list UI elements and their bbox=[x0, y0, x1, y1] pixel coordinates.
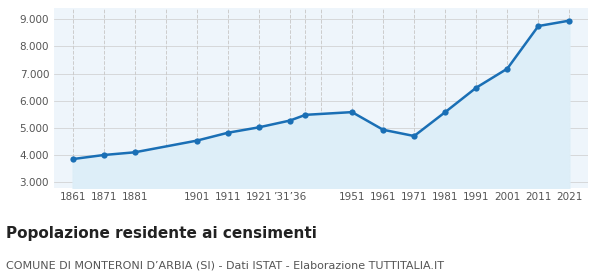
Text: Popolazione residente ai censimenti: Popolazione residente ai censimenti bbox=[6, 226, 317, 241]
Text: COMUNE DI MONTERONI D’ARBIA (SI) - Dati ISTAT - Elaborazione TUTTITALIA.IT: COMUNE DI MONTERONI D’ARBIA (SI) - Dati … bbox=[6, 261, 444, 271]
